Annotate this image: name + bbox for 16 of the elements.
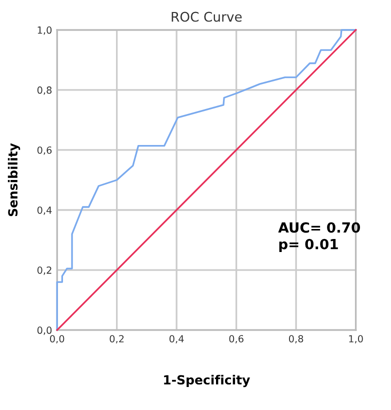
chart-title: ROC Curve: [172, 12, 242, 22]
x-axis-title: 1-Specificity: [164, 374, 250, 388]
y-tick-label: 0,8: [37, 86, 52, 95]
x-tick-label: 0,4: [169, 335, 184, 344]
y-tick-label: 0,2: [37, 266, 52, 275]
x-tick-label: 0,2: [110, 335, 124, 344]
y-tick-label: 0,4: [37, 206, 52, 215]
y-tick-label: 1,0: [38, 26, 52, 35]
y-axis-title: Sensibility: [8, 143, 20, 216]
y-tick-label: 0,0: [37, 326, 52, 335]
y-tick-label: 0,6: [37, 146, 52, 155]
annotation: AUC= 0.70 p= 0.01: [278, 222, 360, 252]
x-tick-label: 1,0: [349, 335, 363, 344]
x-tick-label: 0,6: [229, 335, 244, 344]
x-tick-label: 0,8: [288, 335, 304, 344]
x-tick-label: 0,0: [50, 335, 64, 344]
